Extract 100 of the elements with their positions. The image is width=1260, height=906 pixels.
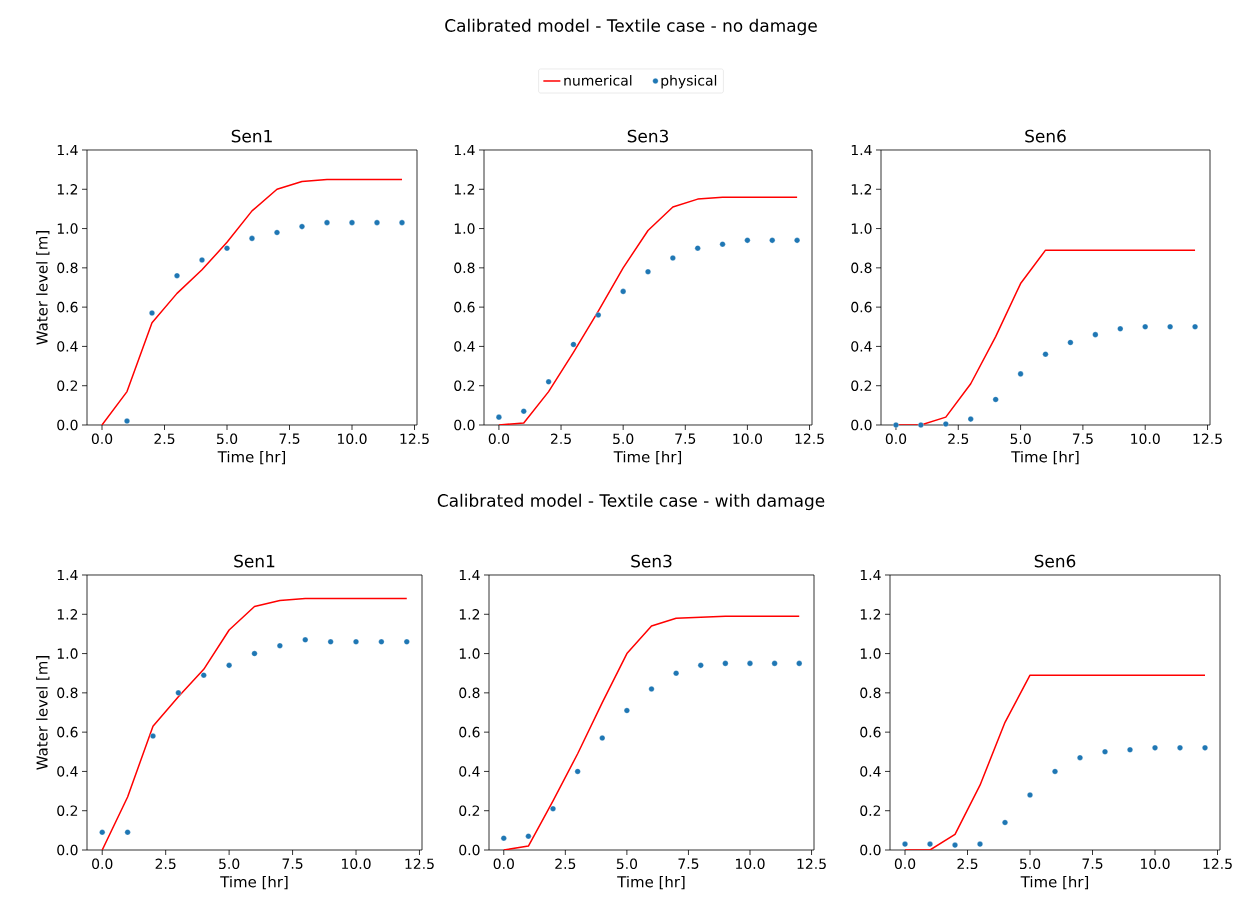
point <box>992 396 999 403</box>
y-tick-label: 1.0 <box>459 648 480 659</box>
x-axis-title: Time [hr] <box>217 450 286 465</box>
y-tick-label: 0.0 <box>454 419 475 431</box>
point <box>623 707 630 714</box>
y-tick-label: 1.2 <box>459 609 480 620</box>
x-axis-title: Time [hr] <box>1020 875 1089 890</box>
point <box>1092 331 1099 338</box>
x-tick-label: 12.5 <box>405 858 434 870</box>
x-tick-label: 12.5 <box>400 433 429 445</box>
point <box>550 805 556 812</box>
point <box>150 733 156 740</box>
point <box>327 638 334 645</box>
point <box>769 237 776 244</box>
x-tick-label: 0.0 <box>488 433 510 445</box>
point <box>99 829 106 836</box>
chart-title: Sen3 <box>627 129 668 143</box>
y-tick-label: 1.4 <box>860 569 881 581</box>
y-tick-label: 0.6 <box>851 301 872 313</box>
y-tick-label: 0.4 <box>851 341 872 352</box>
x-tick-label: 7.5 <box>1072 433 1093 444</box>
point <box>349 219 355 226</box>
x-tick-label: 10.0 <box>1141 858 1170 870</box>
x-tick-label: 5.0 <box>216 433 238 445</box>
point <box>276 642 283 649</box>
point <box>574 768 581 775</box>
point <box>1117 325 1124 332</box>
x-axis-title: Time [hr] <box>617 875 685 890</box>
point <box>1127 746 1133 753</box>
x-tick-label: 5.0 <box>1020 858 1041 870</box>
x-tick-label: 2.5 <box>948 433 969 445</box>
point <box>353 638 359 645</box>
y-tick-label: 0.6 <box>860 726 881 738</box>
point <box>1027 792 1033 798</box>
x-tick-label: 2.5 <box>957 858 978 870</box>
point <box>942 421 949 427</box>
y-tick-label: 0.2 <box>860 805 881 816</box>
x-axis-title: Time [hr] <box>1011 450 1079 465</box>
y-tick-label: 0.6 <box>57 726 78 738</box>
point <box>324 219 330 226</box>
point <box>1052 768 1058 775</box>
y-tick-label: 1.2 <box>851 184 872 195</box>
x-tick-label: 7.5 <box>678 858 699 869</box>
point <box>747 660 753 667</box>
legend-label: numerical <box>564 74 632 86</box>
y-tick-label: 0.4 <box>454 341 475 352</box>
point <box>952 842 958 849</box>
x-tick-label: 7.5 <box>282 858 303 869</box>
point <box>771 660 778 667</box>
point <box>224 245 230 252</box>
point <box>620 288 627 295</box>
y-tick-label: 1.0 <box>57 648 78 659</box>
point <box>299 223 305 230</box>
y-tick-label: 1.0 <box>851 223 872 234</box>
x-tick-label: 0.0 <box>91 433 113 445</box>
point <box>399 219 405 226</box>
point <box>378 638 385 645</box>
y-tick-label: 0.2 <box>459 805 480 816</box>
point <box>251 650 258 657</box>
y-tick-label: 1.4 <box>459 569 480 581</box>
y-tick-label: 0.0 <box>57 844 78 856</box>
point <box>1142 323 1149 330</box>
point <box>495 414 502 421</box>
point <box>719 241 726 248</box>
point <box>1077 754 1083 761</box>
point <box>599 735 606 741</box>
x-tick-label: 2.5 <box>555 858 576 870</box>
y-tick-label: 1.0 <box>860 648 881 659</box>
x-tick-label: 0.0 <box>493 858 514 870</box>
point <box>794 237 801 244</box>
point <box>520 408 527 415</box>
y-tick-label: 1.2 <box>57 609 78 620</box>
x-axis-title: Time [hr] <box>613 450 682 465</box>
x-tick-label: 10.0 <box>342 858 371 870</box>
x-tick-label: 0.0 <box>894 858 916 870</box>
x-tick-label: 5.0 <box>219 858 240 870</box>
y-tick-label: 0.8 <box>57 262 78 274</box>
point <box>545 378 552 385</box>
y-tick-label: 0.0 <box>851 419 872 431</box>
point <box>893 422 899 428</box>
y-axis-title: Water level [m] <box>36 231 50 345</box>
x-tick-label: 7.5 <box>279 433 300 444</box>
legend-label: physical <box>661 74 717 89</box>
chart-title: Sen1 <box>231 129 272 143</box>
y-tick-label: 0.2 <box>851 380 872 391</box>
chart-title: Sen6 <box>1034 554 1076 568</box>
y-tick-label: 0.8 <box>454 262 475 274</box>
x-tick-label: 10.0 <box>1131 433 1160 445</box>
y-tick-label: 1.4 <box>851 144 872 156</box>
text: Calibrated model - Textile case - with damage <box>437 493 825 511</box>
point <box>570 341 577 348</box>
y-tick-label: 0.0 <box>860 844 881 856</box>
y-tick-label: 0.0 <box>459 844 480 856</box>
y-tick-label: 1.0 <box>57 223 78 234</box>
y-tick-label: 1.2 <box>454 184 475 195</box>
y-tick-label: 1.4 <box>57 144 78 156</box>
point <box>226 662 233 669</box>
x-tick-label: 7.5 <box>1082 858 1103 869</box>
point <box>200 672 207 679</box>
point <box>1102 748 1108 755</box>
